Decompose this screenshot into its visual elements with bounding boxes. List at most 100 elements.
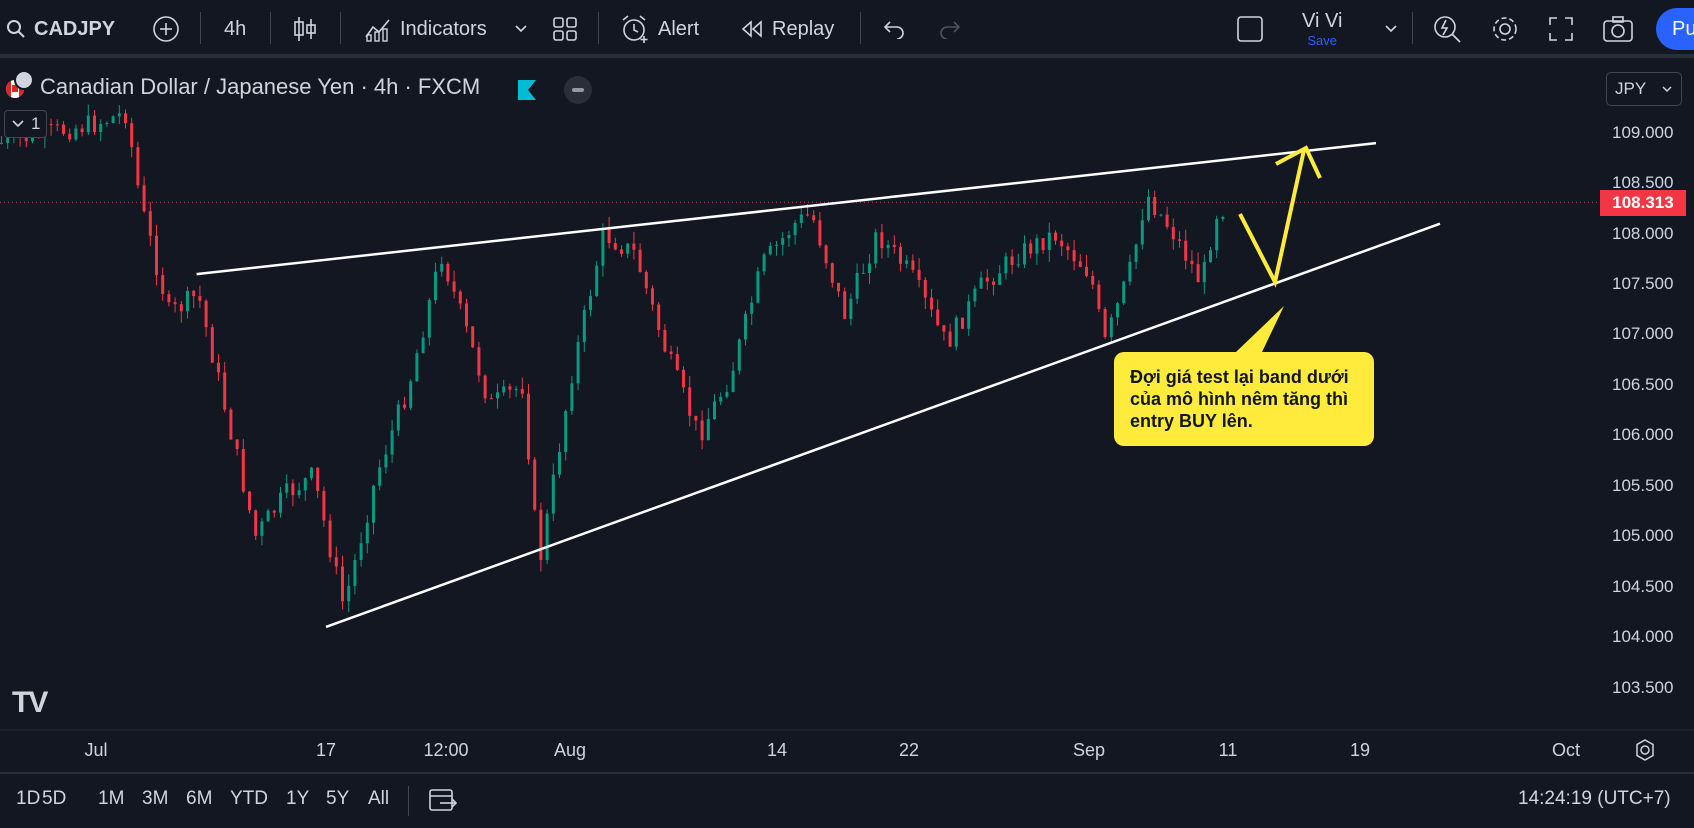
candle-body [1066, 246, 1070, 251]
chevron-down-icon [1385, 25, 1397, 33]
interval-button[interactable]: 4h [224, 0, 246, 58]
plus-circle-icon [153, 16, 179, 42]
candle-body [576, 342, 580, 384]
candle-body [248, 491, 251, 511]
price-axis-label: 107.500 [1612, 274, 1674, 293]
layout-name-button[interactable]: Vi Vi Save [1302, 0, 1342, 58]
range-button-6m[interactable]: 6M [186, 788, 213, 809]
compare-button[interactable] [152, 0, 180, 58]
quick-search-button[interactable] [1432, 0, 1462, 58]
candle-body [99, 124, 103, 133]
candle-body [148, 211, 152, 236]
price-axis-label: 106.000 [1612, 425, 1674, 444]
fullscreen-button[interactable] [1548, 0, 1574, 58]
candle-body [911, 260, 915, 270]
candle-body [322, 490, 326, 521]
candle-body [167, 294, 171, 303]
candle-body [1190, 260, 1194, 265]
goto-date-button[interactable] [428, 786, 458, 819]
candle-body [1153, 196, 1157, 215]
top-toolbar: CADJPY 4h Indicators Alert Replay Vi Vi [0, 0, 1694, 58]
candle-body [756, 271, 760, 303]
chart-canvas[interactable] [0, 0, 1694, 770]
candle-body [496, 392, 499, 399]
candle-body [514, 388, 518, 390]
time-axis-label: Oct [1551, 740, 1581, 760]
range-button-5y[interactable]: 5Y [326, 788, 350, 809]
candle-body [1171, 226, 1175, 240]
range-button-1d[interactable]: 1D [16, 788, 41, 809]
settings-button[interactable] [1490, 0, 1520, 58]
candle-body [589, 296, 592, 310]
range-button-5d[interactable]: 5D [42, 788, 67, 809]
search-icon [7, 20, 25, 38]
candle-body [861, 272, 865, 274]
range-button-1y[interactable]: 1Y [286, 788, 310, 809]
candle-body [378, 467, 382, 486]
candle-body [483, 375, 487, 399]
candle-body [210, 327, 214, 363]
indicators-toggle[interactable]: 1 [4, 110, 48, 138]
indicators-button[interactable]: Indicators [364, 0, 487, 58]
candle-body [781, 238, 785, 245]
candles-icon [294, 17, 316, 41]
candle-body [725, 392, 729, 397]
clock-timezone[interactable]: 14:24:19 (UTC+7) [1518, 788, 1671, 809]
price-axis-label: 109.000 [1612, 123, 1674, 142]
candle-body [198, 296, 202, 301]
candle-body [886, 244, 890, 249]
candle-body [1047, 232, 1051, 251]
candle-body [682, 369, 685, 388]
chart-type-button[interactable] [292, 0, 318, 58]
layouts-button[interactable] [552, 0, 578, 58]
legend-collapse-button[interactable] [564, 76, 592, 104]
price-axis-label: 106.500 [1612, 375, 1674, 394]
currency-selector[interactable]: JPY [1606, 72, 1682, 106]
candle-body [992, 281, 995, 285]
bookmark-flag-icon[interactable] [518, 80, 536, 100]
publish-button[interactable]: Pu [1656, 8, 1694, 50]
range-button-1m[interactable]: 1M [98, 788, 125, 809]
save-label: Save [1307, 33, 1338, 48]
candle-body [657, 304, 661, 330]
chevron-down-icon [12, 120, 24, 128]
candle-body [1128, 261, 1132, 282]
candle-body [880, 232, 884, 249]
candle-body [341, 566, 344, 602]
candle-body [595, 265, 599, 297]
alert-button[interactable]: Alert [620, 0, 699, 58]
range-button-ytd[interactable]: YTD [230, 788, 268, 809]
candle-body [359, 543, 363, 561]
candle-body [254, 510, 258, 536]
candle-body [551, 474, 555, 514]
candle-body [1072, 250, 1076, 262]
candle-body [365, 522, 369, 544]
candle-body [1103, 309, 1107, 337]
toolbar-divider [270, 12, 271, 44]
projection-arrow [1238, 149, 1306, 288]
undo-button[interactable] [882, 0, 906, 58]
time-axis-label: Jul [84, 740, 108, 760]
indicators-dropdown[interactable] [514, 0, 528, 58]
candle-body [1004, 256, 1008, 274]
axis-settings-button[interactable] [1633, 738, 1657, 767]
layout-dropdown[interactable] [1384, 0, 1398, 58]
candle-body [930, 297, 933, 310]
candle-body [161, 275, 165, 295]
candle-body [421, 337, 425, 354]
snapshot-button[interactable] [1602, 0, 1634, 58]
candle-body [446, 263, 450, 282]
callout-annotation[interactable]: Đợi giá test lại band dưới của mô hình n… [1114, 352, 1374, 446]
candle-body [155, 235, 158, 276]
chart-legend-title[interactable]: Canadian Dollar / Japanese Yen · 4h · FX… [40, 74, 481, 99]
layout-select-checkbox[interactable] [1236, 0, 1264, 58]
candle-body [843, 291, 847, 319]
redo-button[interactable] [938, 0, 962, 58]
indicators-icon [365, 19, 390, 42]
replay-button[interactable]: Replay [740, 0, 834, 58]
symbol-search[interactable]: CADJPY [6, 0, 115, 58]
candle-body [775, 244, 778, 246]
range-button-all[interactable]: All [368, 788, 390, 809]
range-button-3m[interactable]: 3M [142, 788, 169, 809]
tradingview-logo[interactable]: TV [12, 686, 48, 719]
